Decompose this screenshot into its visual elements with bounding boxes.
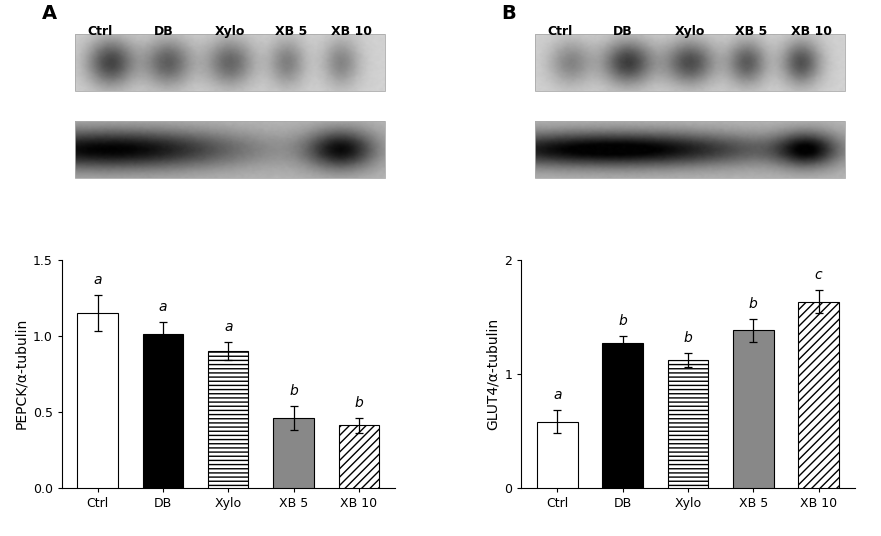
Y-axis label: GLUT4/α-tubulin: GLUT4/α-tubulin bbox=[486, 318, 500, 430]
Text: a: a bbox=[93, 273, 102, 287]
Bar bbox=[143, 334, 183, 488]
Text: c: c bbox=[815, 269, 823, 282]
Bar bbox=[273, 418, 314, 488]
Text: b: b bbox=[749, 297, 758, 311]
Bar bbox=[603, 343, 643, 488]
Bar bbox=[75, 34, 385, 91]
Text: DB: DB bbox=[613, 25, 633, 38]
Text: b: b bbox=[354, 396, 363, 410]
Text: XB 5: XB 5 bbox=[276, 25, 307, 38]
Text: Ctrl: Ctrl bbox=[87, 25, 113, 38]
Text: a: a bbox=[553, 388, 561, 402]
Bar bbox=[733, 330, 774, 488]
Text: a: a bbox=[159, 300, 167, 314]
Text: XB 10: XB 10 bbox=[331, 25, 372, 38]
Text: b: b bbox=[618, 314, 627, 328]
Bar bbox=[208, 351, 248, 488]
Text: DB: DB bbox=[153, 25, 174, 38]
Text: Xylo: Xylo bbox=[215, 25, 245, 38]
Bar bbox=[535, 34, 845, 91]
Y-axis label: PEPCK/α-tubulin: PEPCK/α-tubulin bbox=[14, 318, 28, 429]
Text: A: A bbox=[41, 4, 56, 23]
Bar bbox=[535, 121, 845, 177]
Text: Xylo: Xylo bbox=[675, 25, 705, 38]
Text: b: b bbox=[684, 331, 692, 345]
Bar bbox=[75, 121, 385, 177]
Bar bbox=[338, 426, 379, 488]
Text: XB 10: XB 10 bbox=[791, 25, 832, 38]
Bar bbox=[668, 360, 708, 488]
Text: Ctrl: Ctrl bbox=[547, 25, 573, 38]
Text: a: a bbox=[224, 320, 233, 334]
Bar bbox=[798, 302, 839, 488]
Text: B: B bbox=[501, 4, 516, 23]
Bar bbox=[78, 313, 118, 488]
Bar bbox=[537, 422, 578, 488]
Text: XB 5: XB 5 bbox=[735, 25, 767, 38]
Text: b: b bbox=[289, 384, 298, 398]
